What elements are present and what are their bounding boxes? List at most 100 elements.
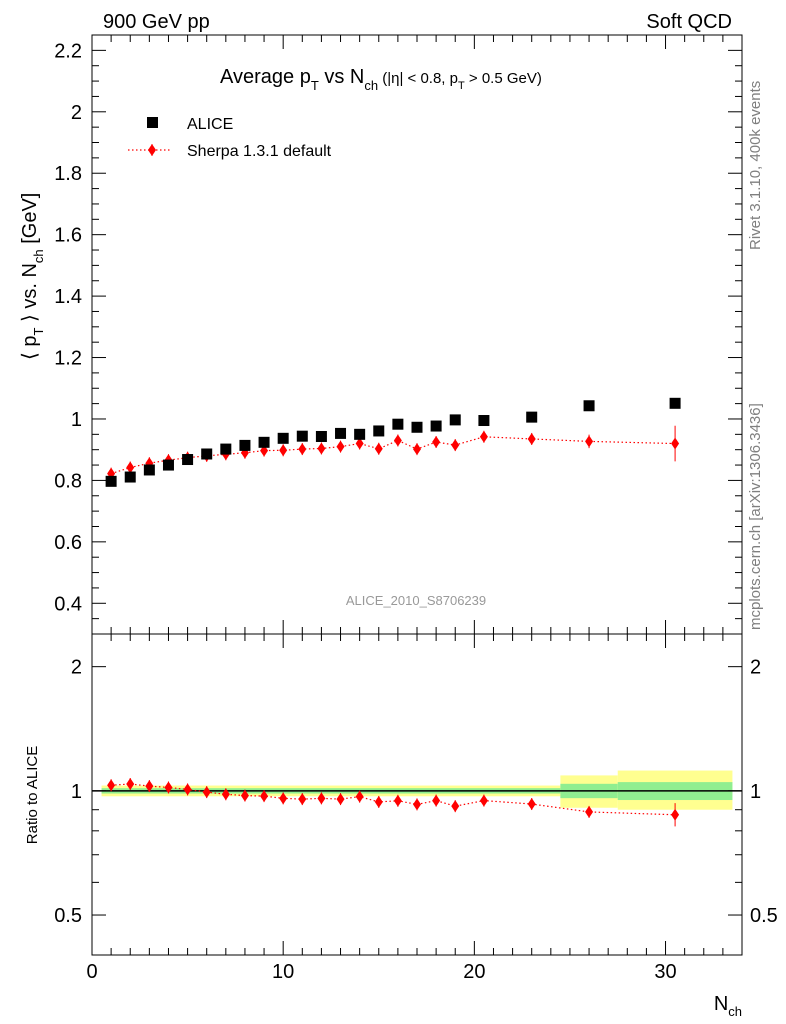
ratio-xtick-label: 10 — [272, 961, 294, 983]
alice-point — [526, 411, 538, 423]
ratio-sherpa-point — [317, 792, 326, 805]
ratio-frame — [91, 633, 743, 956]
alice-point — [277, 432, 289, 444]
ratio-sherpa-point — [221, 788, 230, 801]
ratio-ytick-label-left: 2 — [71, 657, 82, 679]
ratio-sherpa-point — [451, 800, 460, 813]
sherpa-point — [451, 439, 460, 452]
ratio-sherpa-point — [671, 808, 680, 821]
alice-point — [583, 400, 595, 412]
alice-point — [669, 397, 681, 409]
alice-point — [258, 436, 270, 448]
ratio-sherpa-point — [260, 790, 269, 803]
legend-alice-marker — [147, 117, 158, 128]
ratio-ytick-label-left: 1 — [71, 781, 82, 803]
ratio-sherpa-point — [585, 805, 594, 818]
ratio-sherpa-point — [374, 795, 383, 808]
main-ytick-label: 2.2 — [54, 40, 82, 62]
alice-point — [411, 421, 423, 433]
ratio-sherpa-point — [164, 781, 173, 794]
ratio-xtick-label: 20 — [463, 961, 485, 983]
main-data-marks — [105, 397, 681, 487]
main-ytick-label: 1.2 — [54, 348, 82, 370]
legend: ALICE Sherpa 1.3.1 default — [128, 116, 332, 160]
ratio-sherpa-point — [413, 798, 421, 811]
main-ytick-label: 2 — [71, 102, 82, 124]
sherpa-point — [393, 434, 402, 447]
sherpa-point — [279, 444, 288, 457]
ratio-sherpa-point — [355, 790, 364, 803]
main-ytick-label: 0.6 — [54, 532, 82, 554]
ratio-sherpa-point — [240, 789, 249, 802]
ratio-bands — [92, 770, 742, 810]
sherpa-point — [336, 440, 345, 453]
ratio-sherpa-point — [298, 793, 307, 806]
ratio-sherpa-point — [183, 783, 192, 796]
ratio-tick-labels: 0.5 0.51 12 20 10 20 30 — [54, 657, 778, 983]
ratio-sherpa-point — [393, 794, 402, 807]
alice-point — [105, 475, 117, 487]
ratio-sherpa-point — [145, 780, 154, 793]
ratio-ytick-label-right: 2 — [750, 657, 761, 679]
legend-sherpa-label: Sherpa 1.3.1 default — [187, 143, 332, 160]
analysis-label: ALICE_2010_S8706239 — [346, 593, 486, 608]
x-axis-label: Nch — [714, 993, 742, 1019]
alice-point — [315, 430, 327, 442]
ratio-sherpa-point — [432, 794, 441, 807]
alice-point — [220, 443, 232, 455]
ratio-ytick-label-right: 1 — [750, 781, 761, 803]
sherpa-point — [317, 442, 326, 455]
legend-sherpa-marker — [148, 144, 156, 156]
sherpa-point — [126, 461, 135, 474]
alice-point — [449, 414, 461, 426]
main-ytick-label: 0.8 — [54, 470, 82, 492]
ratio-sherpa-point — [126, 777, 135, 790]
main-ytick-label: 1.4 — [54, 286, 82, 308]
sherpa-point — [479, 430, 488, 443]
main-ytick-label: 1.6 — [54, 225, 82, 247]
side-label-bottom: mcplots.cern.ch [arXiv:1306.3436] — [747, 403, 764, 630]
header-right: Soft QCD — [646, 11, 732, 33]
ratio-sherpa-point — [107, 779, 116, 792]
alice-point — [392, 418, 404, 430]
ratio-sherpa-point — [527, 798, 536, 811]
main-ytick-labels: 0.4 0.6 0.8 1 1.2 1.4 1.6 1.8 2 2.2 — [54, 40, 82, 615]
sherpa-point — [298, 443, 307, 456]
sherpa-point — [585, 435, 594, 448]
legend-alice-label: ALICE — [187, 116, 233, 133]
main-ytick-label: 1 — [71, 409, 82, 431]
alice-point — [239, 439, 251, 451]
ratio-xtick-label: 30 — [654, 961, 676, 983]
alice-point — [430, 420, 442, 432]
ratio-sherpa-point — [202, 786, 211, 799]
sherpa-point — [671, 437, 680, 450]
main-title: Average pT vs Nch (|η| < 0.8, pT > 0.5 G… — [220, 66, 542, 93]
alice-point — [182, 454, 194, 466]
ratio-ytick-label-left: 0.5 — [54, 905, 82, 927]
header-left: 900 GeV pp — [103, 11, 210, 33]
sherpa-point — [432, 436, 441, 449]
ratio-xtick-label: 0 — [86, 961, 97, 983]
ratio-sherpa-line — [111, 783, 676, 816]
ratio-sherpa-point — [336, 793, 345, 806]
ratio-sherpa-point — [279, 792, 288, 805]
alice-point — [143, 464, 155, 476]
alice-point — [201, 448, 213, 460]
sherpa-point — [527, 432, 536, 445]
main-ylabel: ⟨ pT ⟩ vs. Nch [GeV] — [19, 193, 46, 360]
alice-point — [162, 459, 174, 471]
ratio-data-marks — [107, 777, 680, 827]
alice-point — [124, 471, 136, 483]
ratio-sherpa-point — [479, 794, 488, 807]
sherpa-point — [374, 442, 383, 455]
side-label-top: Rivet 3.1.10, 400k events — [747, 81, 764, 250]
sherpa-point — [413, 443, 421, 456]
alice-point — [354, 428, 366, 440]
alice-point — [335, 427, 347, 439]
main-ytick-label: 0.4 — [54, 593, 82, 615]
ratio-ylabel: Ratio to ALICE — [24, 746, 41, 844]
main-ytick-label: 1.8 — [54, 163, 82, 185]
alice-point — [296, 430, 308, 442]
alice-point — [373, 425, 385, 437]
